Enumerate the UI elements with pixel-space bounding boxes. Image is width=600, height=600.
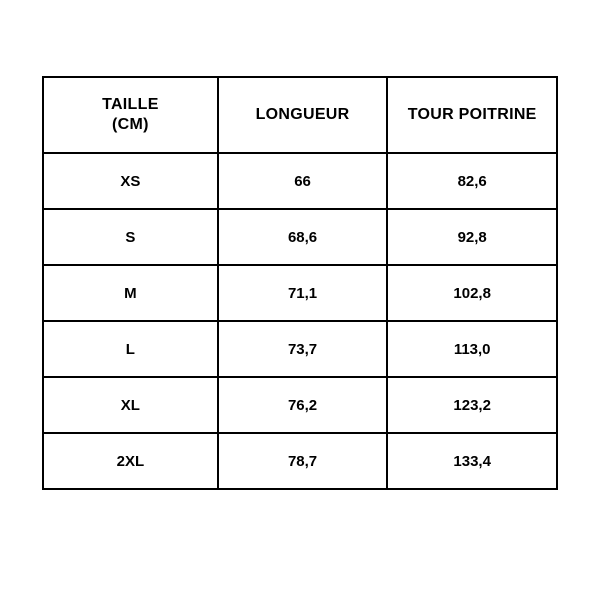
- cell-chest: 133,4: [387, 433, 557, 489]
- cell-length: 76,2: [218, 377, 388, 433]
- size-chart-table: TAILLE (CM) LONGUEUR TOUR POITRINE XS 66…: [42, 76, 558, 490]
- cell-size: M: [43, 265, 218, 321]
- cell-chest: 92,8: [387, 209, 557, 265]
- col-header-chest-line1: TOUR POITRINE: [388, 105, 556, 125]
- col-header-size-line2: (CM): [44, 115, 217, 135]
- cell-length: 78,7: [218, 433, 388, 489]
- cell-length: 68,6: [218, 209, 388, 265]
- col-header-length: LONGUEUR: [218, 77, 388, 153]
- table-row: L 73,7 113,0: [43, 321, 557, 377]
- col-header-chest: TOUR POITRINE: [387, 77, 557, 153]
- col-header-size: TAILLE (CM): [43, 77, 218, 153]
- cell-size: XL: [43, 377, 218, 433]
- cell-chest: 113,0: [387, 321, 557, 377]
- cell-size: L: [43, 321, 218, 377]
- col-header-length-line1: LONGUEUR: [219, 105, 387, 125]
- table-row: 2XL 78,7 133,4: [43, 433, 557, 489]
- cell-length: 71,1: [218, 265, 388, 321]
- cell-chest: 123,2: [387, 377, 557, 433]
- page: TAILLE (CM) LONGUEUR TOUR POITRINE XS 66…: [0, 0, 600, 600]
- table-row: M 71,1 102,8: [43, 265, 557, 321]
- table-row: XS 66 82,6: [43, 153, 557, 209]
- table-row: XL 76,2 123,2: [43, 377, 557, 433]
- col-header-size-line1: TAILLE: [44, 95, 217, 115]
- cell-length: 73,7: [218, 321, 388, 377]
- cell-length: 66: [218, 153, 388, 209]
- cell-chest: 82,6: [387, 153, 557, 209]
- cell-size: XS: [43, 153, 218, 209]
- cell-size: S: [43, 209, 218, 265]
- cell-size: 2XL: [43, 433, 218, 489]
- table-header-row: TAILLE (CM) LONGUEUR TOUR POITRINE: [43, 77, 557, 153]
- cell-chest: 102,8: [387, 265, 557, 321]
- table-row: S 68,6 92,8: [43, 209, 557, 265]
